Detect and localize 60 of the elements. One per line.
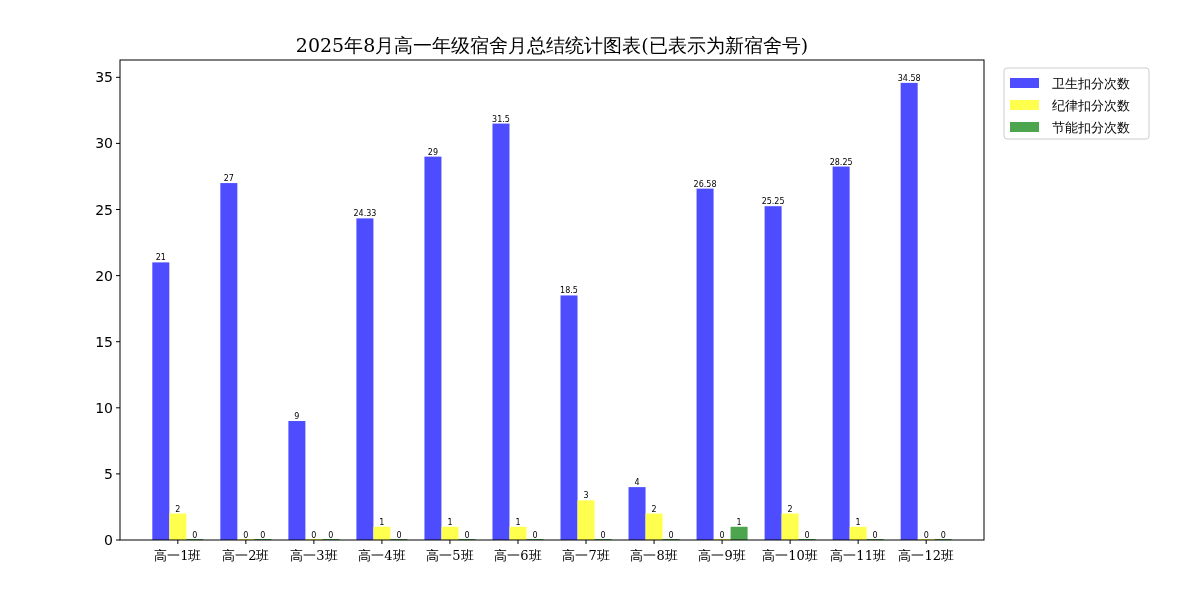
x-tick-label: 高一3班 — [290, 548, 338, 563]
data-label: 21 — [155, 253, 166, 263]
data-label: 25.25 — [761, 197, 785, 207]
data-label: 0 — [192, 531, 198, 540]
data-label: 0 — [600, 531, 606, 540]
data-label: 29 — [427, 147, 439, 157]
data-label: 34.58 — [897, 73, 921, 83]
data-label: 9 — [294, 412, 300, 422]
data-label: 0 — [804, 531, 810, 540]
data-label: 26.58 — [693, 179, 717, 189]
data-label: 31.5 — [492, 114, 510, 124]
y-tick-label: 15 — [95, 333, 113, 350]
x-tick-label: 高一8班 — [630, 548, 678, 563]
data-label: 1 — [515, 517, 521, 527]
x-tick-label: 高一2班 — [222, 548, 270, 563]
data-label: 28.25 — [829, 157, 853, 167]
data-label: 0 — [260, 531, 266, 540]
data-label: 0 — [872, 531, 878, 540]
legend-label: 节能扣分次数 — [1052, 120, 1130, 135]
data-label: 18.5 — [560, 286, 578, 296]
data-label: 1 — [736, 517, 742, 527]
y-tick-label: 20 — [95, 267, 113, 284]
y-tick-label: 10 — [95, 399, 113, 416]
chart-title: 2025年8月高一年级宿舍月总结统计图表(已表示为新宿舍号) — [295, 34, 809, 56]
legend-label: 纪律扣分次数 — [1052, 98, 1130, 113]
x-tick-label: 高一7班 — [562, 548, 610, 563]
x-tick-label: 高一6班 — [494, 548, 542, 563]
y-tick-label: 0 — [104, 532, 113, 548]
x-tick-label: 高一9班 — [698, 548, 746, 563]
x-tick-label: 高一11班 — [830, 548, 886, 563]
legend-label: 卫生扣分次数 — [1052, 76, 1130, 91]
data-label: 4 — [634, 478, 640, 488]
y-tick-label: 5 — [104, 465, 113, 482]
data-label: 3 — [583, 491, 589, 501]
data-label: 0 — [311, 531, 317, 540]
data-label: 24.33 — [353, 209, 377, 219]
data-label: 0 — [328, 531, 334, 540]
data-label: 1 — [855, 517, 861, 527]
data-label: 0 — [396, 531, 402, 540]
data-label: 27 — [223, 174, 234, 184]
y-tick-label: 35 — [95, 69, 113, 86]
data-label: 2 — [651, 504, 657, 514]
data-label: 0 — [719, 531, 725, 540]
data-label: 1 — [447, 517, 453, 527]
data-label: 0 — [464, 531, 470, 540]
data-label: 0 — [243, 531, 249, 540]
data-label: 1 — [379, 517, 385, 527]
data-label: 0 — [668, 531, 674, 540]
data-label: 0 — [532, 531, 538, 540]
data-label: 0 — [940, 531, 946, 540]
data-label: 2 — [175, 504, 181, 514]
y-tick-label: 30 — [95, 135, 113, 152]
x-tick-label: 高一1班 — [154, 548, 202, 563]
data-label: 2 — [787, 504, 793, 514]
x-tick-label: 高一5班 — [426, 548, 474, 563]
data-label: 0 — [923, 531, 929, 540]
x-tick-label: 高一12班 — [898, 548, 954, 563]
x-tick-label: 高一4班 — [358, 548, 406, 563]
y-tick-label: 25 — [95, 201, 113, 218]
x-tick-label: 高一10班 — [762, 548, 818, 563]
